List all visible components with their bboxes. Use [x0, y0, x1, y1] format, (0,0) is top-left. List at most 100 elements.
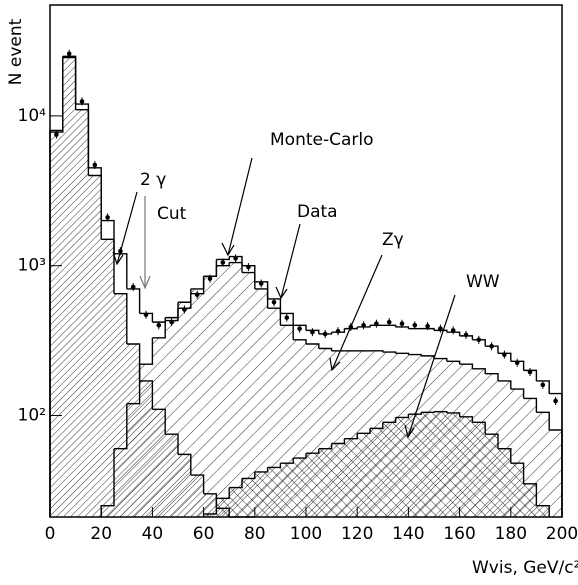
hist-outline [536, 411, 550, 430]
hist-bin [370, 428, 383, 517]
hist-outline [523, 483, 538, 506]
hist-bin [293, 458, 306, 517]
hist-bin [446, 412, 460, 517]
hist-bin [536, 505, 550, 517]
hist-bin [216, 498, 230, 517]
series [202, 410, 550, 517]
hist-bin [498, 448, 511, 517]
hist-outline [114, 293, 128, 345]
hist-outline [510, 388, 525, 399]
x-tick-label: 160 [443, 524, 475, 544]
hist-outline [459, 416, 474, 423]
x-axis-label: Wvis, GeV/c² [472, 558, 578, 578]
hist-bin [510, 463, 524, 517]
data-point [310, 329, 315, 335]
hist-bin [267, 467, 281, 517]
data-point [169, 319, 174, 325]
data-point [399, 321, 405, 326]
hist-outline [62, 55, 77, 105]
hist-outline [318, 347, 333, 351]
arrow [275, 223, 301, 300]
hist-outline [523, 397, 538, 413]
hist-outline [434, 357, 448, 362]
arrow [112, 191, 138, 266]
hist-outline [485, 433, 499, 449]
hist-bin [344, 438, 358, 517]
data-point [284, 315, 290, 320]
data-point [182, 307, 187, 312]
data-point [425, 323, 430, 329]
annotation: Zγ [382, 230, 404, 250]
hist-bin [395, 417, 409, 517]
series [54, 49, 558, 405]
hist-outline [510, 462, 525, 484]
data-point [361, 322, 366, 328]
data-point [553, 398, 558, 404]
hist-bin [178, 302, 191, 517]
data-point [246, 264, 251, 270]
hist-outline [190, 276, 205, 295]
hist-outline [306, 343, 320, 349]
hist-bin [152, 337, 166, 517]
hist-outline [216, 256, 230, 261]
hist-outline [459, 363, 474, 369]
data-point [297, 326, 302, 331]
data-point [540, 382, 546, 388]
x-tick-label: 0 [45, 524, 56, 544]
y-tick-label: 10² [18, 405, 46, 425]
hist-outline [280, 312, 294, 326]
hist-bin [139, 364, 153, 517]
hist-outline [267, 298, 282, 314]
hist-outline [190, 276, 205, 290]
hist-outline [510, 360, 525, 371]
y-axis-label: N event [6, 18, 26, 85]
hist-outline [178, 288, 192, 303]
hist-outline [165, 302, 179, 319]
hist-bin [62, 57, 76, 518]
hist-outline [88, 167, 102, 221]
hist-outline [472, 421, 486, 435]
annotation: Cut [157, 204, 187, 224]
x-tick-label: 140 [392, 524, 424, 544]
hist-bin [267, 308, 281, 517]
hist-bin [318, 448, 332, 517]
hist-outline [498, 352, 512, 362]
data-point [54, 132, 59, 137]
hist-bin [114, 448, 127, 517]
hist-bin [101, 505, 114, 517]
data-point [92, 162, 98, 168]
hist-outline [498, 448, 512, 464]
hist-outline [536, 380, 550, 394]
hist-outline [459, 335, 474, 340]
hist-bin [280, 463, 294, 517]
data-point [207, 276, 213, 281]
plot-area [49, 49, 563, 518]
data-point [335, 328, 341, 334]
hist-bin [459, 416, 473, 517]
data-point [502, 352, 507, 357]
hist-outline [101, 219, 115, 254]
hist-bin [382, 422, 396, 517]
hist-bin [126, 403, 140, 517]
annotation: WW [466, 272, 500, 292]
hist-outline [446, 412, 461, 417]
hist-bin [229, 487, 242, 517]
y-tick-label: 10³ [18, 256, 46, 276]
hist-outline [472, 368, 486, 374]
hist-outline [293, 324, 307, 331]
data-point [476, 337, 482, 343]
hist-bin [229, 262, 242, 517]
hist-outline [536, 504, 550, 517]
data-point [374, 321, 379, 326]
hist-outline [254, 281, 269, 299]
x-tick-label: 40 [142, 524, 164, 544]
y-tick-label: 10⁴ [18, 106, 47, 126]
hist-outline [139, 337, 154, 365]
data-point [450, 328, 456, 333]
annotations [112, 157, 456, 439]
hist-bin [88, 175, 102, 517]
data-point [463, 332, 469, 338]
hist-bin [421, 412, 434, 517]
hist-bin [203, 276, 217, 517]
